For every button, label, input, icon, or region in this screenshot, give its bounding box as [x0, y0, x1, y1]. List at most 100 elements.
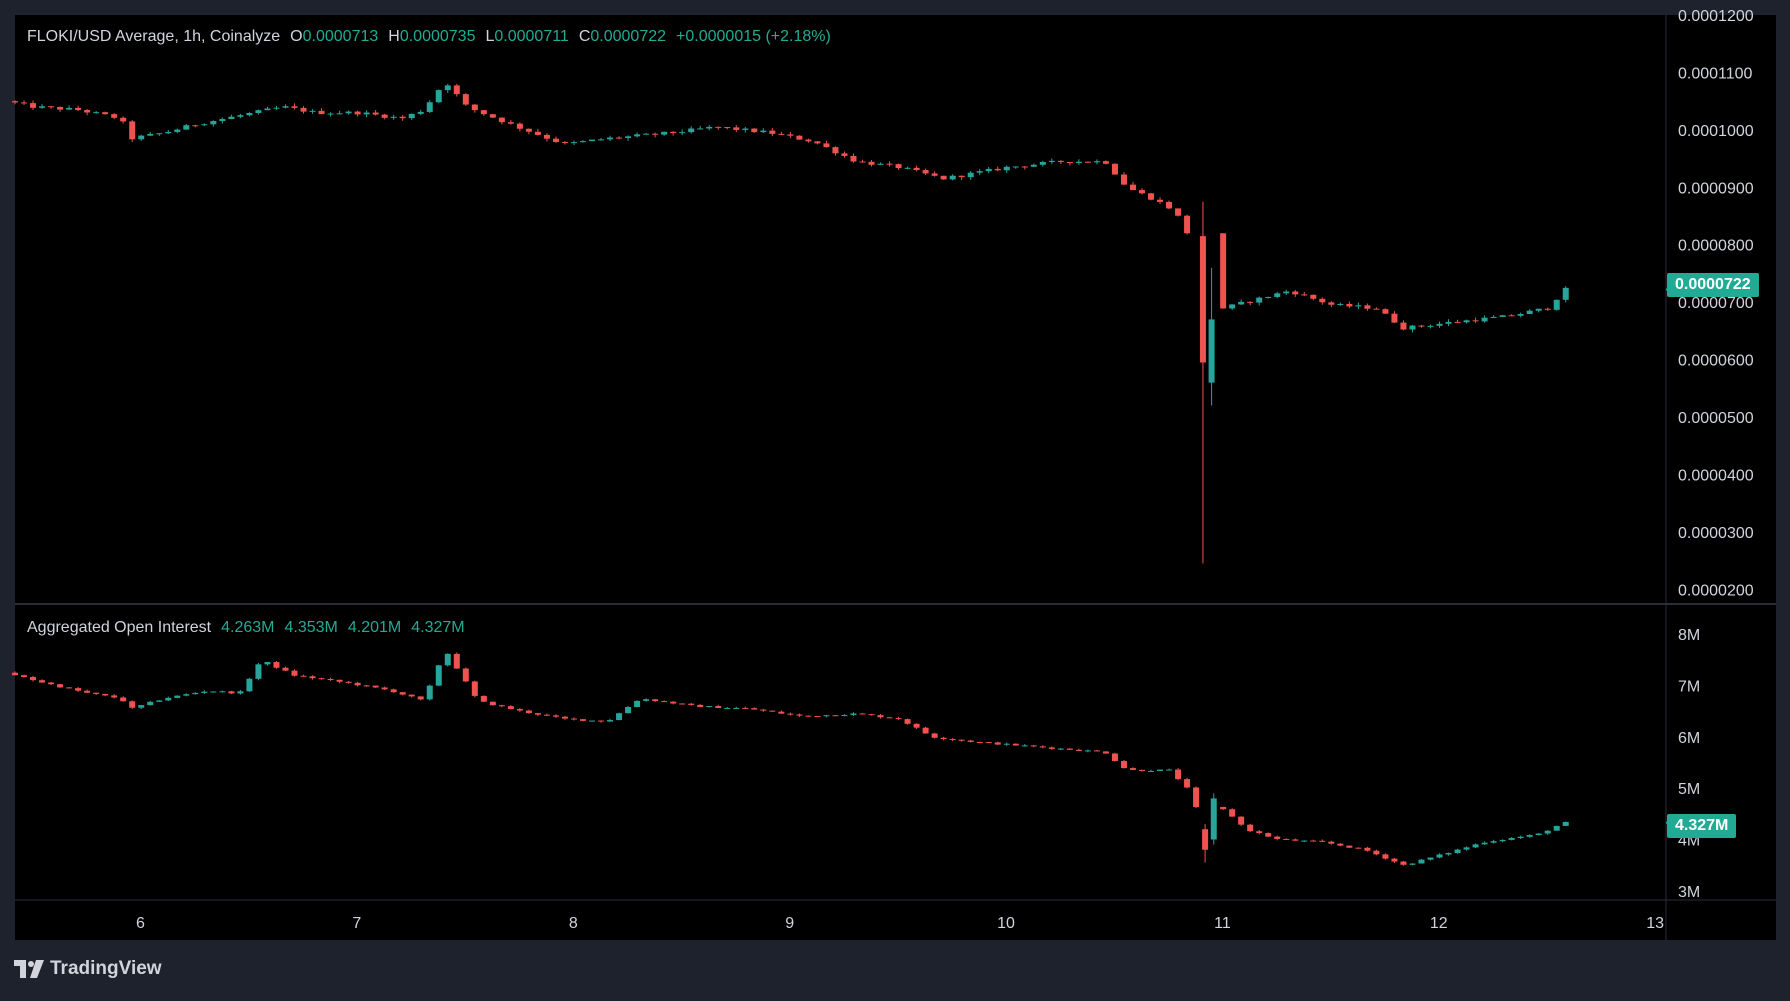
- candle-body: [1436, 854, 1443, 858]
- candle-body: [84, 110, 91, 113]
- candle-body: [724, 707, 731, 709]
- candle-body: [219, 691, 226, 693]
- candle-body: [255, 664, 262, 679]
- candle-body: [733, 707, 740, 709]
- candle-body: [1544, 308, 1551, 310]
- candle-body: [796, 135, 803, 140]
- candle-body: [1436, 323, 1443, 326]
- oi-value-3: 4.201M: [347, 619, 402, 636]
- candle-body: [1265, 296, 1272, 298]
- candle-body: [480, 695, 487, 702]
- candle-body: [1157, 769, 1164, 771]
- candle-body: [805, 139, 812, 142]
- candle-body: [1292, 291, 1299, 295]
- candle-body: [1445, 321, 1452, 324]
- candle-body: [1199, 236, 1206, 363]
- candle-body: [1247, 301, 1254, 303]
- candle-body: [453, 85, 460, 95]
- candle-body: [1084, 161, 1091, 163]
- candle-body: [1373, 850, 1380, 855]
- candle-body: [282, 106, 289, 108]
- candle-body: [75, 107, 82, 111]
- candle-body: [913, 723, 920, 728]
- candle-body: [787, 713, 794, 715]
- candle-body: [1030, 164, 1037, 167]
- candle-body: [1526, 835, 1533, 837]
- brand-name: TradingView: [50, 958, 162, 979]
- candle-body: [1166, 201, 1173, 209]
- candle-body: [417, 111, 424, 114]
- candle-body: [1129, 184, 1136, 191]
- candle-body: [138, 705, 145, 708]
- open-value: 0.0000713: [302, 28, 379, 45]
- candle-body: [210, 121, 217, 125]
- candle-body: [174, 695, 181, 698]
- candle-body: [291, 670, 298, 676]
- high-value: 0.0000735: [399, 28, 476, 45]
- candle-body: [1003, 166, 1010, 171]
- candle-body: [1409, 863, 1416, 865]
- candle-body: [1066, 748, 1073, 750]
- candle-body: [994, 168, 1001, 171]
- candle-body: [850, 155, 857, 162]
- candle-body: [345, 111, 352, 114]
- candle-body: [1364, 305, 1371, 309]
- candle-body: [895, 164, 902, 168]
- candle-body: [1030, 745, 1037, 747]
- candle-body: [742, 707, 749, 709]
- candle-body: [201, 124, 208, 126]
- candle-body: [1562, 821, 1569, 826]
- candle-body: [886, 163, 893, 165]
- candle-body: [246, 112, 253, 116]
- candle-body: [435, 665, 442, 686]
- candle-body: [814, 141, 821, 144]
- candle-body: [1039, 161, 1046, 165]
- y-tick-label: 0.0000600: [1678, 353, 1754, 370]
- candle-body: [1319, 840, 1326, 842]
- y-tick-label: 0.0000700: [1678, 295, 1754, 312]
- candle-body: [525, 128, 532, 132]
- candle-body: [913, 167, 920, 171]
- candle-body: [102, 693, 109, 696]
- open-key: O: [290, 28, 303, 45]
- candle-body: [877, 163, 884, 165]
- candle-body: [751, 128, 758, 133]
- candle-body: [1490, 316, 1497, 318]
- candle-body: [390, 116, 397, 118]
- candle-body: [39, 680, 46, 683]
- candle-body: [156, 700, 163, 702]
- candle-body: [1175, 769, 1182, 780]
- candle-body: [931, 733, 938, 738]
- candle-body: [832, 715, 839, 717]
- candle-body: [976, 171, 983, 173]
- candle-body: [1166, 769, 1173, 771]
- candle-body: [300, 107, 307, 112]
- candle-body: [327, 679, 334, 681]
- candle-body: [228, 116, 235, 120]
- candle-body: [39, 106, 46, 108]
- candle-body: [165, 131, 172, 134]
- candle-body: [1111, 753, 1118, 762]
- candle-body: [1481, 842, 1488, 845]
- x-tick-label: 8: [569, 915, 578, 932]
- candle-body: [1102, 751, 1109, 754]
- candle-body: [48, 106, 55, 108]
- y-tick-label: 6M: [1678, 730, 1700, 747]
- candle-body: [1057, 160, 1064, 163]
- candle-body: [183, 125, 190, 130]
- candle-body: [264, 108, 271, 111]
- candle-body: [688, 703, 695, 705]
- y-tick-label: 0.0000200: [1678, 582, 1754, 599]
- price-change: +0.0000015 (+2.18%): [676, 28, 831, 45]
- candle-body: [399, 116, 406, 119]
- tradingview-brand[interactable]: TradingView: [14, 958, 162, 980]
- x-tick-label: 12: [1430, 915, 1448, 932]
- candle-body: [552, 715, 559, 717]
- candle-body: [1210, 798, 1217, 840]
- candle-body: [210, 691, 217, 693]
- candle-body: [273, 662, 280, 668]
- candle-body: [507, 122, 514, 124]
- candle-body: [462, 668, 469, 682]
- candle-body: [859, 161, 866, 163]
